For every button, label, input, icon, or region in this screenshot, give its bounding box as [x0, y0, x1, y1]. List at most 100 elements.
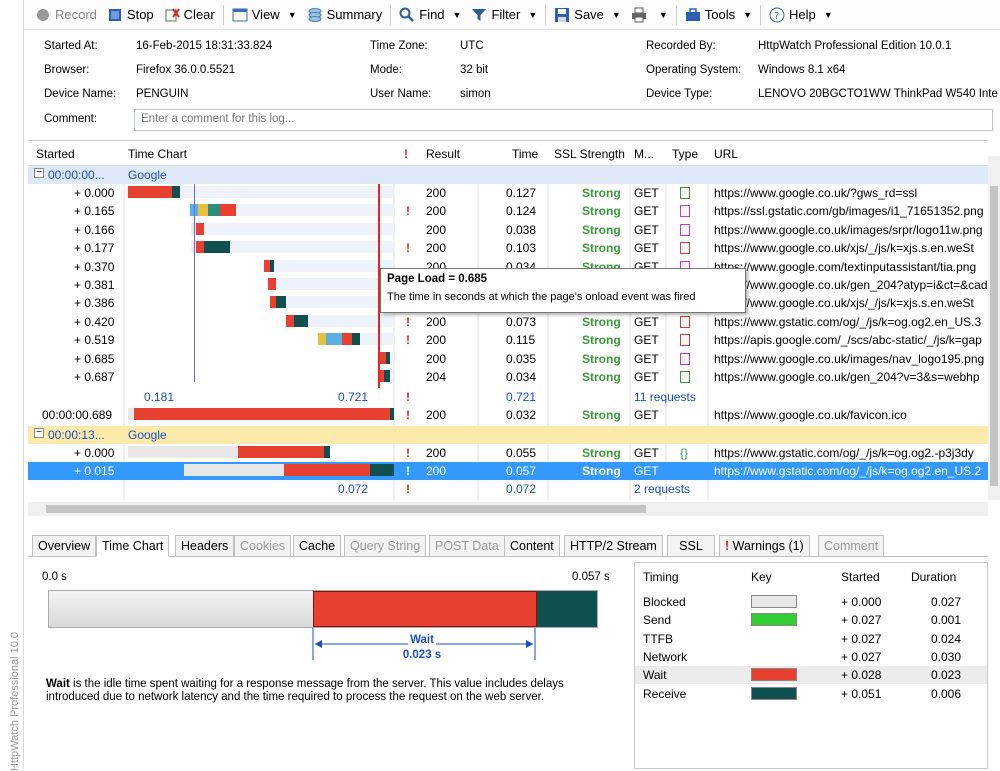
request-grid: − 00:00:00... Google + 0.000 200 0.127 Stro…: [28, 166, 988, 500]
stop-button[interactable]: Stop: [102, 3, 159, 27]
tab-cookies[interactable]: Cookies: [234, 535, 292, 557]
comment-input[interactable]: Enter a comment for this log...: [134, 109, 993, 131]
desc-text: is the idle time spent waiting for a res…: [46, 678, 564, 703]
col-time-chart[interactable]: Time Chart: [128, 147, 187, 161]
row-time: 0.055: [506, 446, 537, 460]
row-time: 0.115: [506, 333, 536, 348]
view-menu[interactable]: View ▼: [227, 3, 302, 27]
chevron-down-icon: ▼: [528, 9, 538, 20]
tab-ssl[interactable]: SSL: [667, 535, 715, 557]
tab-http2-stream[interactable]: HTTP/2 Stream: [564, 535, 663, 557]
table-row[interactable]: + 0.687 204 0.034 Strong GET https://www.goog…: [28, 368, 988, 386]
col-time[interactable]: Time: [512, 147, 539, 161]
table-row[interactable]: 00:00:00.689 ! 200 0.032 Strong GET http…: [28, 406, 988, 424]
group-name: Google: [128, 428, 167, 442]
table-row[interactable]: + 0.381 https://www.google.co.uk/gen_204?…: [28, 276, 988, 294]
row-method: GET: [634, 186, 659, 200]
col-key[interactable]: Key: [751, 570, 772, 584]
timing-bar-track: [269, 296, 394, 309]
warning-icon: !: [406, 408, 410, 422]
tab-query-string[interactable]: Query String: [344, 535, 427, 557]
stop-icon: [107, 7, 123, 23]
summary-button[interactable]: Summary: [302, 3, 388, 27]
table-row[interactable]: + 0.519! 200 0.115 Strong GET https://apis.go…: [28, 331, 988, 349]
timing-bar-blocked: [128, 408, 134, 420]
warning-icon: !: [406, 314, 410, 329]
row-method: GET: [634, 446, 659, 460]
col-url[interactable]: URL: [714, 147, 739, 161]
collapse-icon[interactable]: −: [34, 428, 44, 438]
timing-bar-blocked: [184, 464, 284, 476]
record-button[interactable]: Record: [30, 3, 102, 27]
tab-headers[interactable]: Headers: [175, 535, 235, 557]
table-row-selected[interactable]: + 0.015 ! 200 0.057 Strong GET https://w…: [28, 462, 988, 480]
col-started[interactable]: Started: [36, 147, 75, 161]
tab-warnings[interactable]: ! Warnings (1): [719, 535, 810, 557]
timing-bar: [196, 222, 204, 235]
col-ssl[interactable]: SSL Strength: [554, 147, 625, 161]
collapse-icon[interactable]: −: [34, 168, 44, 178]
scroll-thumb[interactable]: [990, 186, 998, 486]
row-ssl: Strong: [582, 241, 621, 256]
timing-bar: [196, 241, 204, 254]
timing-row-blocked: Blocked + 0.000 0.027: [635, 593, 987, 611]
tab-comment[interactable]: Comment: [818, 535, 885, 557]
row-ssl: Strong: [582, 351, 621, 366]
chevron-down-icon: ▼: [611, 9, 621, 20]
filter-button[interactable]: Filter ▼: [466, 3, 542, 27]
clear-button[interactable]: Clear: [159, 3, 220, 27]
col-duration[interactable]: Duration: [911, 570, 957, 584]
os-value: Windows 8.1 x64: [758, 64, 846, 76]
row-ssl: Strong: [582, 314, 621, 329]
page-load-tooltip: Page Load = 0.685 The time in seconds at…: [380, 268, 746, 313]
table-row[interactable]: + 0.685 200 0.035 Strong GET https://www.goog…: [28, 350, 988, 368]
print-button[interactable]: ▼: [626, 3, 673, 27]
tab-cache[interactable]: Cache: [293, 535, 342, 557]
table-row[interactable]: + 0.166 200 0.038 Strong GET https://www.goog…: [28, 221, 988, 239]
vertical-scrollbar[interactable]: [988, 156, 1000, 500]
help-menu[interactable]: ? Help ▼: [764, 3, 838, 27]
timing-bar: [220, 204, 236, 217]
table-row[interactable]: + 0.177! 200 0.103 Strong GET https://www.goo…: [28, 239, 988, 257]
filter-icon: [471, 7, 487, 23]
vertical-app-title: HttpWatch Professional 10.0: [0, 0, 24, 771]
row-method: GET: [634, 222, 659, 237]
tab-overview[interactable]: Overview: [32, 535, 97, 557]
page-group-row[interactable]: − 00:00:00... Google: [28, 166, 988, 184]
tab-content[interactable]: Content: [504, 535, 560, 557]
timing-bar: [384, 370, 390, 382]
horizontal-scrollbar[interactable]: [28, 502, 988, 516]
table-row[interactable]: + 0.386 https://www.google.co.uk/xjs/_/js…: [28, 294, 988, 312]
table-row[interactable]: + 0.000 ! 200 0.055 Strong GET {} https:…: [28, 444, 988, 462]
col-warning[interactable]: !: [404, 147, 408, 161]
page-group-row[interactable]: − 00:00:13... Google: [28, 426, 988, 444]
tab-time-chart[interactable]: Time Chart: [96, 535, 170, 557]
timing-bar: [294, 314, 308, 327]
col-result[interactable]: Result: [426, 147, 461, 161]
table-row[interactable]: + 0.420! 200 0.073 Strong GET https://www.gst…: [28, 313, 988, 331]
timing-bar-track: [263, 259, 394, 272]
table-row[interactable]: + 0.165! 200 0.124 Strong GET https://ssl.gst…: [28, 202, 988, 220]
tools-menu[interactable]: Tools ▼: [680, 3, 757, 27]
timing-row-send: Send + 0.027 0.001: [635, 611, 987, 629]
warning-icon: !: [406, 390, 410, 404]
table-row[interactable]: + 0.370 200 0.034 Strong GET https://www.goog…: [28, 258, 988, 276]
scroll-thumb[interactable]: [46, 505, 646, 513]
find-button[interactable]: Find ▼: [394, 3, 466, 27]
chevron-down-icon: ▼: [452, 9, 462, 20]
timing-bar: [378, 370, 384, 382]
summary-end: 0.072: [338, 482, 369, 496]
table-row[interactable]: + 0.000 200 0.127 Strong GET https://www.goog…: [28, 184, 988, 202]
col-type[interactable]: Type: [672, 147, 699, 161]
col-method[interactable]: M...: [634, 147, 654, 161]
timezone-label: Time Zone:: [370, 40, 428, 52]
col-timing[interactable]: Timing: [643, 570, 679, 584]
save-button[interactable]: Save ▼: [549, 3, 626, 27]
row-url: https://www.google.co.uk/favicon.ico: [714, 408, 907, 422]
tab-post-data[interactable]: POST Data: [429, 535, 505, 557]
timing-started: + 0.028: [841, 668, 882, 683]
col-started[interactable]: Started: [841, 570, 880, 584]
row-ssl: Strong: [582, 446, 621, 460]
timing-duration: 0.006: [931, 686, 962, 701]
row-started: + 0.000: [74, 186, 115, 200]
